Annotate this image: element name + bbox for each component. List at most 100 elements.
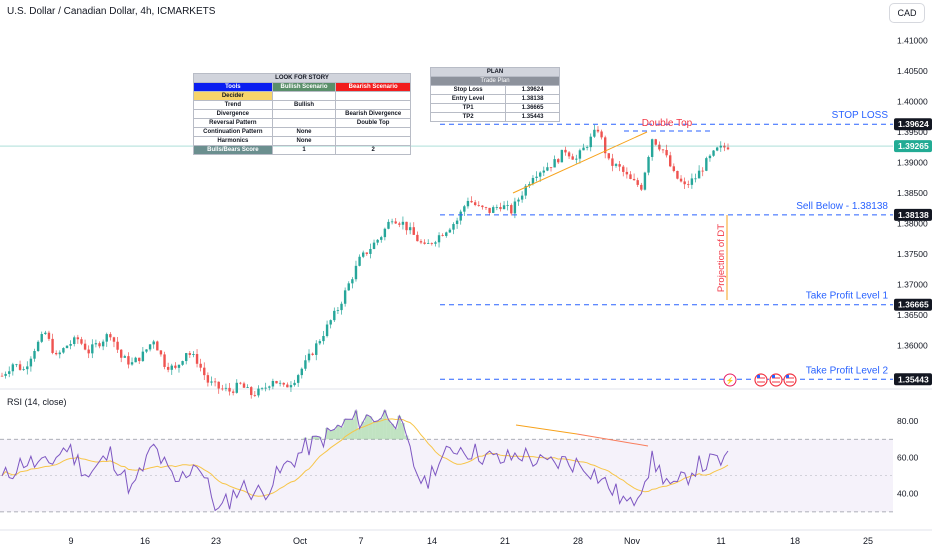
candle-body [672,166,676,171]
candle-body [448,229,452,233]
candle-body [564,149,567,153]
candle-body [26,366,29,370]
candle-body [134,357,137,363]
plan-row-label: Stop Loss [429,85,507,95]
candle-body [383,228,387,238]
candle-body [278,382,282,384]
story-row-bear: Bearish Divergence [335,109,411,119]
story-row-label: Decider [193,91,273,101]
rsi-tick-label: 60.00 [897,452,919,462]
candle-body [127,356,130,365]
plan-title: PLAN [430,67,560,77]
candle-body [307,353,311,361]
story-col-bear: Bearish Scenario [335,82,411,92]
x-tick-label: 18 [790,536,800,546]
candle-body [506,205,509,206]
candle-body [502,205,506,210]
y-tick-label: 1.36000 [897,340,928,350]
candle-body [29,358,33,367]
candle-body [76,337,80,340]
candle-body [499,207,502,210]
price-tag-bg [894,298,932,311]
candle-body [304,360,307,369]
candle-body [112,337,116,342]
candle-body [665,149,668,156]
x-tick-label: 25 [863,536,873,546]
candle-body [542,170,545,173]
price-tag-label: 1.38138 [898,210,929,220]
candle-body [600,131,603,138]
level-annotation: Sell Below - 1.38138 [796,201,888,212]
candle-body [123,356,127,358]
story-row-bear [335,136,411,146]
candle-body [268,386,271,388]
candle-body [94,343,98,345]
candle-body [58,352,61,355]
candle-body [22,369,25,370]
rsi-divergence-line[interactable] [576,433,649,447]
y-tick-label: 1.40000 [897,96,928,106]
candle-body [701,170,704,172]
x-tick-label: 21 [500,536,510,546]
candle-body [36,341,40,351]
y-tick-label: 1.40500 [897,66,928,76]
double-top-label: Double Top [642,118,693,129]
lightning-icon[interactable] [723,373,737,387]
candle-body [687,184,690,186]
candle-body [145,349,148,352]
candle-body [116,341,119,350]
candle-body [679,178,683,182]
story-row-label: Harmonics [193,136,273,146]
rsi-tick-label: 80.00 [897,416,919,426]
candle-body [528,184,531,186]
candle-body [434,242,437,244]
candle-body [571,156,574,160]
level-annotation: Take Profit Level 2 [806,365,889,376]
candle-body [719,145,722,148]
candle-body [625,171,629,175]
candle-body [423,242,426,244]
candle-body [629,174,632,179]
story-row-bear [335,127,411,137]
story-row-bull: None [271,136,337,146]
x-tick-label: 23 [211,536,221,546]
candle-body [343,290,347,304]
candle-body [264,387,267,389]
candle-body [513,201,517,214]
candle-body [166,366,170,370]
currency-button[interactable]: CAD [889,3,925,23]
plan-table: PLAN Trade Plan Stop Loss 1.39624 Entry L… [429,67,560,122]
candle-body [152,341,155,345]
candle-body [188,353,192,355]
candle-body [394,221,397,224]
candle-body [210,381,213,383]
candle-body [228,387,231,392]
story-title: LOOK FOR STORY [193,73,411,83]
us-flag-icon[interactable] [769,373,783,387]
candle-body [463,206,466,212]
candle-body [607,153,611,159]
rising-trendline[interactable] [512,131,648,194]
rsi-divergence-line[interactable] [515,424,578,435]
candle-body [8,371,11,374]
y-tick-label: 1.39500 [897,127,928,137]
candle-body [329,320,332,325]
candle-body [109,334,112,338]
candle-body [159,350,163,355]
candle-body [185,353,188,362]
us-flag-icon[interactable] [783,373,797,387]
candle-body [658,144,661,150]
x-tick-label: 16 [140,536,150,546]
story-row-bull [271,91,337,101]
story-row-bull: None [271,127,337,137]
us-flag-icon[interactable] [754,373,768,387]
candle-body [296,375,300,383]
candle-body [712,150,715,156]
candle-body [520,195,524,200]
candle-body [416,234,419,242]
candle-body [242,383,246,388]
rsi-line[interactable] [1,408,729,512]
candle-body [715,147,719,151]
x-tick-label: Oct [293,536,308,546]
